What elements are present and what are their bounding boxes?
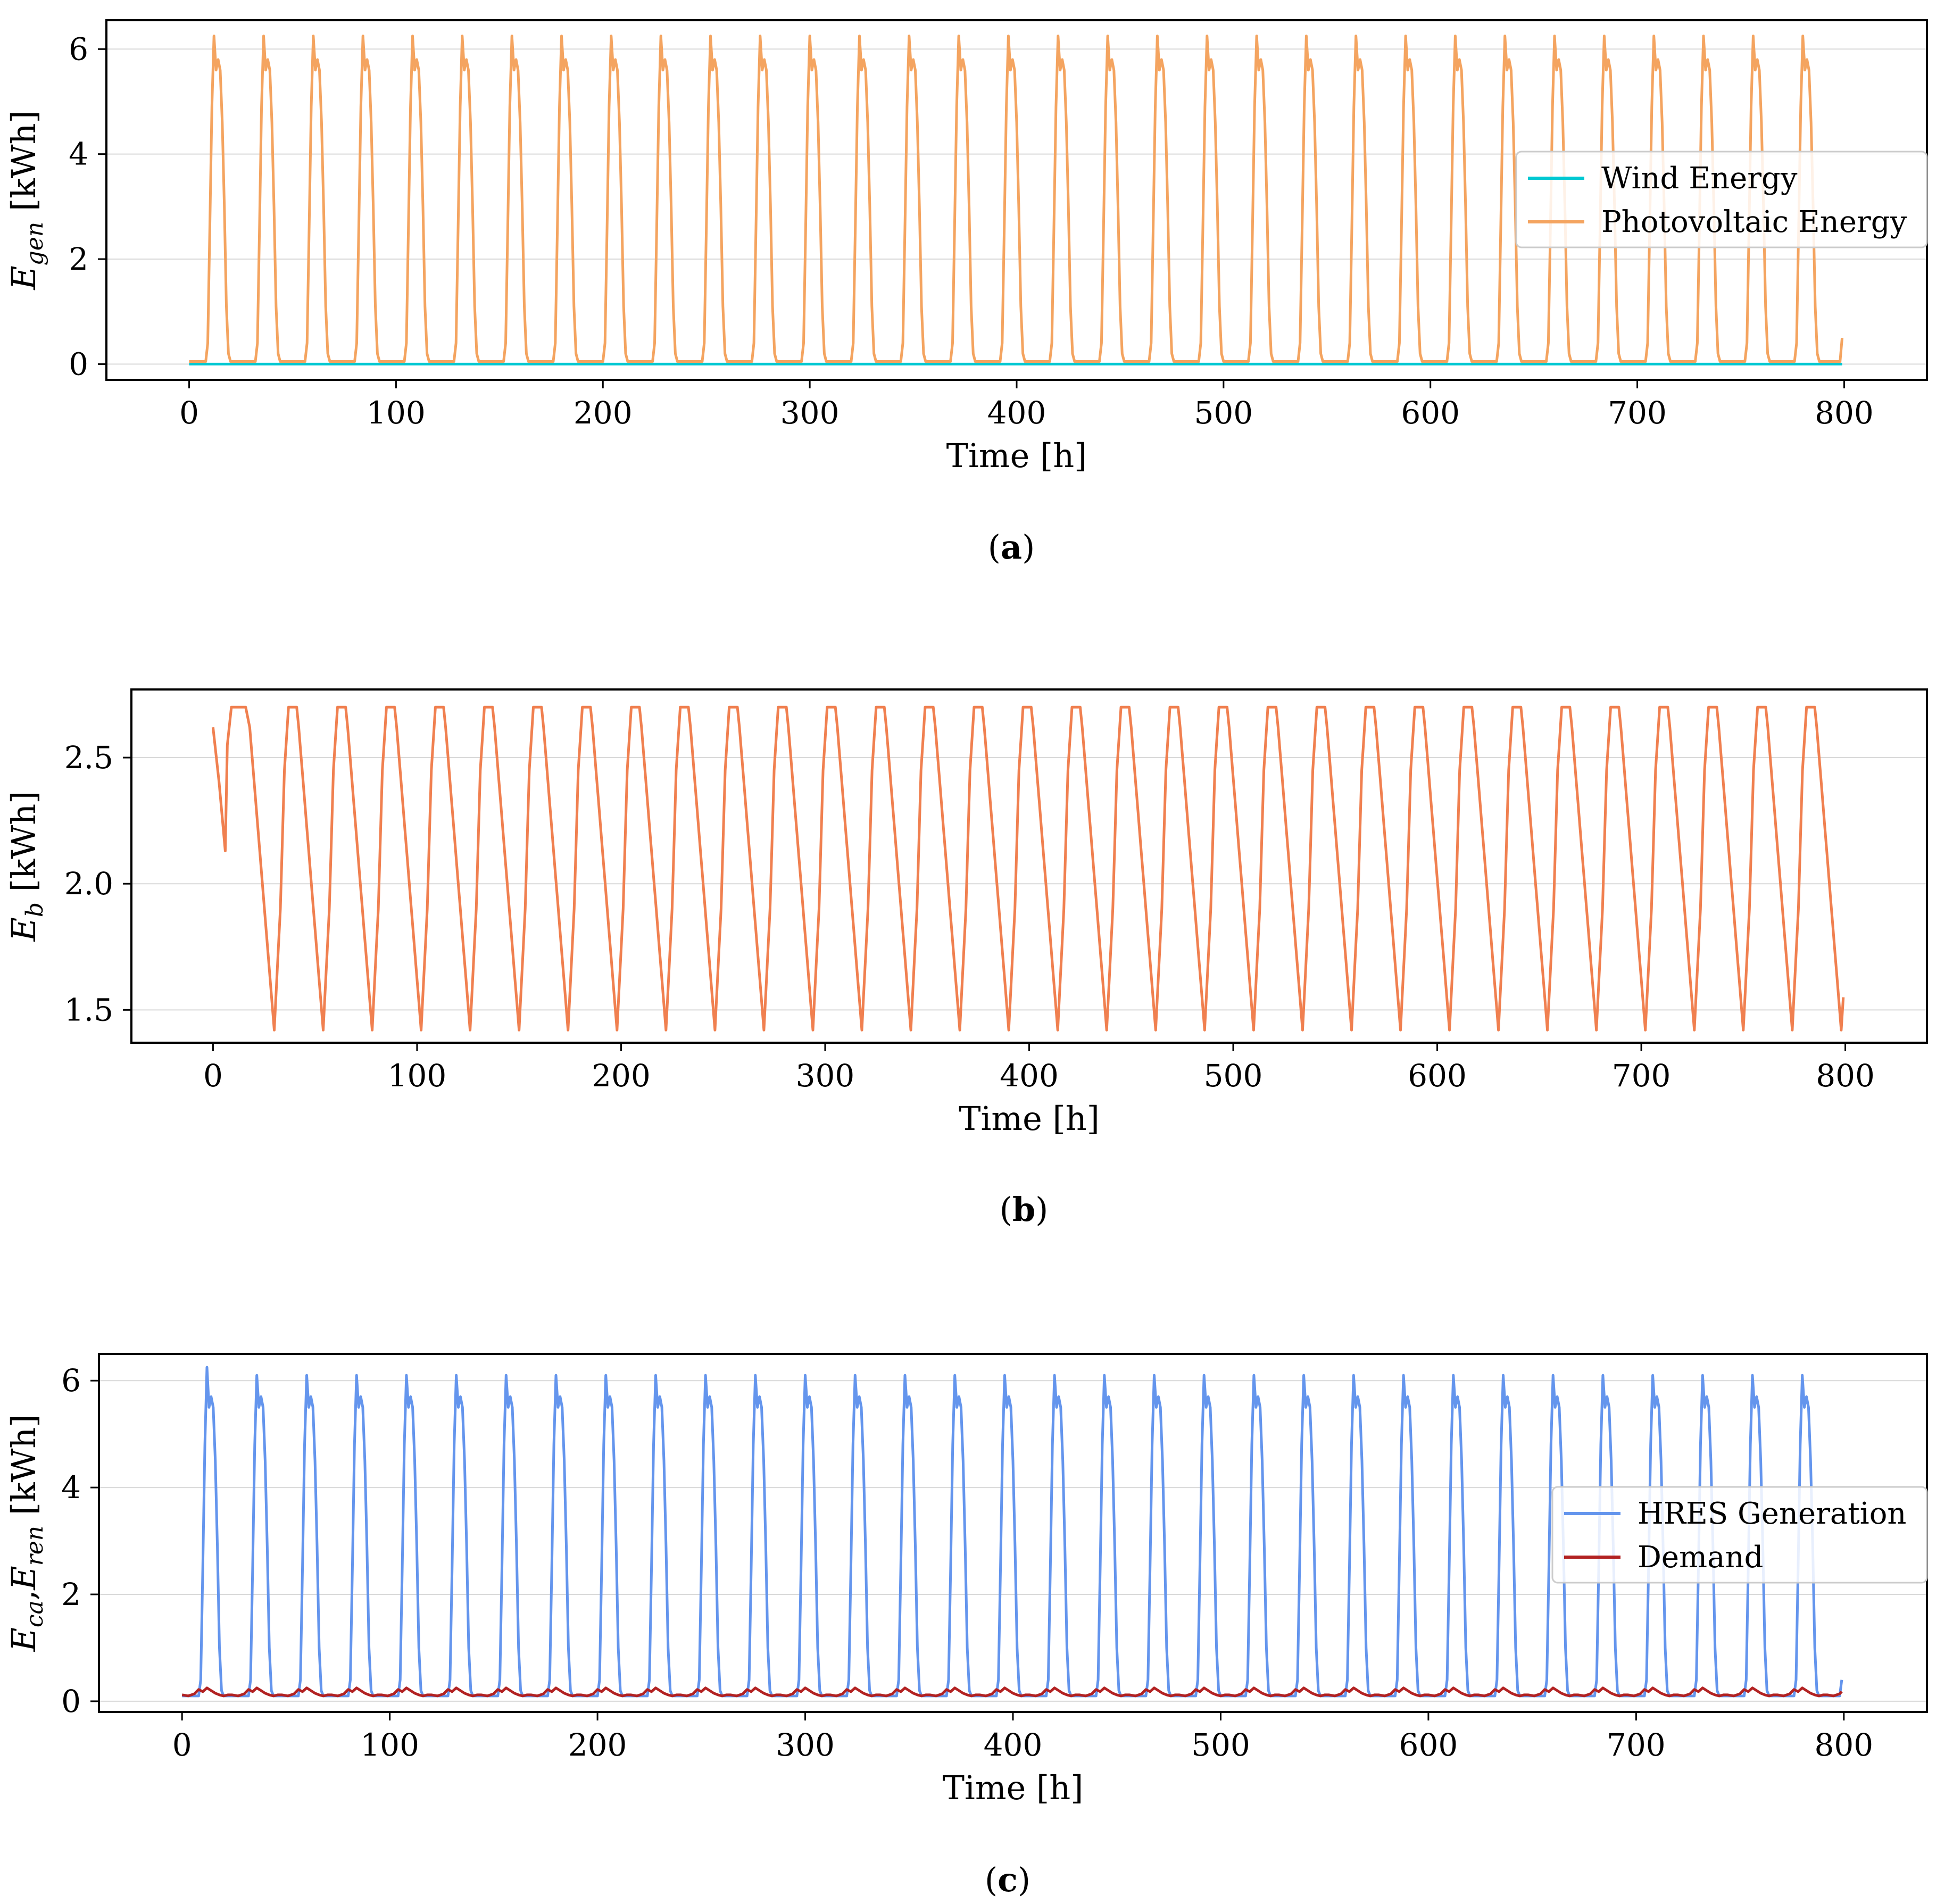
y-axis-label: Eb [kWh] xyxy=(4,791,48,942)
legend-entry: Photovoltaic Energy xyxy=(1601,205,1907,239)
y-label-unit: [kWh] xyxy=(4,110,43,221)
x-tick-label: 100 xyxy=(367,395,426,431)
y-tick-label: 6 xyxy=(69,31,88,67)
x-tick-label: 200 xyxy=(574,395,633,431)
x-tick-label: 100 xyxy=(388,1058,447,1094)
series-line-battery-energy xyxy=(211,705,1845,1032)
caption-paren-close: ) xyxy=(1035,1190,1048,1229)
y-label-symbol: E xyxy=(4,917,43,942)
y-tick-label: 2.0 xyxy=(64,866,113,902)
y-tick-label: 2 xyxy=(61,1576,81,1612)
x-axis-label: Time [h] xyxy=(959,1099,1100,1138)
x-tick-label: 700 xyxy=(1607,1727,1666,1763)
x-tick-label: 800 xyxy=(1814,1727,1873,1763)
x-tick-label: 200 xyxy=(592,1058,651,1094)
y-label-symbol: E xyxy=(4,1627,43,1652)
x-tick-label: 800 xyxy=(1815,395,1874,431)
y-label-unit: [kWh] xyxy=(4,791,43,902)
x-tick-label: 600 xyxy=(1399,1727,1458,1763)
x-tick-label: 600 xyxy=(1408,1058,1467,1094)
x-tick-label: 800 xyxy=(1816,1058,1875,1094)
caption-paren-close: ) xyxy=(1022,528,1035,567)
x-tick-label: 700 xyxy=(1612,1058,1671,1094)
panel-caption: (c) xyxy=(985,1860,1030,1899)
caption-paren-open: ( xyxy=(988,528,1001,567)
y-label-separator: , xyxy=(4,1590,43,1601)
y-tick-label: 4 xyxy=(61,1469,81,1506)
y-axis-label: Egen [kWh] xyxy=(4,110,48,290)
y-label-unit: [kWh] xyxy=(4,1415,43,1526)
y-label-subscript: b xyxy=(21,902,48,917)
caption-letter: c xyxy=(998,1860,1018,1899)
legend-box xyxy=(1515,151,1928,248)
y-label-subscript: gen xyxy=(21,222,48,266)
caption-paren-close: ) xyxy=(1018,1860,1030,1899)
y-tick-label: 6 xyxy=(61,1362,81,1399)
y-tick-label: 2.5 xyxy=(64,739,113,776)
caption-letter: b xyxy=(1012,1190,1035,1229)
legend: HRES Generation Demand xyxy=(1551,1486,1928,1584)
x-tick-label: 500 xyxy=(1191,1727,1250,1763)
chart-c: 0 100 200 300 400 500 600 700 800 0 2 4 6 Time [h] Eca… xyxy=(4,1353,1928,1899)
x-tick-label: 700 xyxy=(1608,395,1667,431)
x-tick-label: 200 xyxy=(568,1727,627,1763)
caption-paren-open: ( xyxy=(1000,1190,1012,1229)
y-label-symbol: E xyxy=(4,265,43,290)
y-tick-label: 2 xyxy=(69,241,88,277)
panel-caption: (a) xyxy=(988,528,1035,567)
x-axis-label: Time [h] xyxy=(943,1768,1084,1807)
x-tick-label: 300 xyxy=(780,395,840,431)
x-tick-label: 600 xyxy=(1401,395,1460,431)
y-label-symbol: E xyxy=(4,1566,43,1590)
legend-entry: HRES Generation xyxy=(1638,1496,1906,1531)
legend-box xyxy=(1551,1486,1928,1584)
y-axis-label: Eca,Eren [kWh] xyxy=(4,1415,48,1652)
x-tick-label: 0 xyxy=(179,395,199,431)
caption-letter: a xyxy=(1001,528,1022,567)
x-axis-label: Time [h] xyxy=(946,436,1087,475)
x-tick-label: 500 xyxy=(1204,1058,1263,1094)
x-tick-label: 400 xyxy=(987,395,1046,431)
x-tick-label: 400 xyxy=(1000,1058,1059,1094)
legend-entry: Demand xyxy=(1638,1540,1763,1575)
series-line-demand xyxy=(181,1686,1843,1698)
x-tick-label: 0 xyxy=(172,1727,192,1763)
chart-a: 0 100 200 300 400 500 600 700 800 0 2 4 6 Time [h] Ege… xyxy=(4,19,1928,567)
panel-caption: (b) xyxy=(1000,1190,1049,1229)
y-tick-label: 0 xyxy=(69,346,88,382)
series-line-photovoltaic-energy xyxy=(189,35,1844,363)
x-tick-label: 100 xyxy=(360,1727,419,1763)
caption-paren-open: ( xyxy=(985,1860,998,1899)
chart-b: 0 100 200 300 400 500 600 700 800 1.5 2.0 2.5 Time [… xyxy=(4,688,1928,1229)
y-tick-label: 0 xyxy=(61,1683,81,1719)
x-tick-label: 0 xyxy=(203,1058,223,1094)
x-tick-label: 500 xyxy=(1194,395,1253,431)
legend-entry: Wind Energy xyxy=(1601,161,1798,196)
y-label-subscript: ren xyxy=(21,1526,48,1566)
x-tick-label: 300 xyxy=(776,1727,835,1763)
x-tick-label: 400 xyxy=(984,1727,1043,1763)
x-tick-label: 300 xyxy=(796,1058,855,1094)
legend: Wind Energy Photovoltaic Energy xyxy=(1515,151,1928,248)
y-tick-label: 4 xyxy=(69,136,88,172)
series-line-hres-generation xyxy=(182,1366,1843,1698)
y-label-subscript: ca xyxy=(21,1600,48,1627)
y-tick-label: 1.5 xyxy=(64,992,113,1028)
